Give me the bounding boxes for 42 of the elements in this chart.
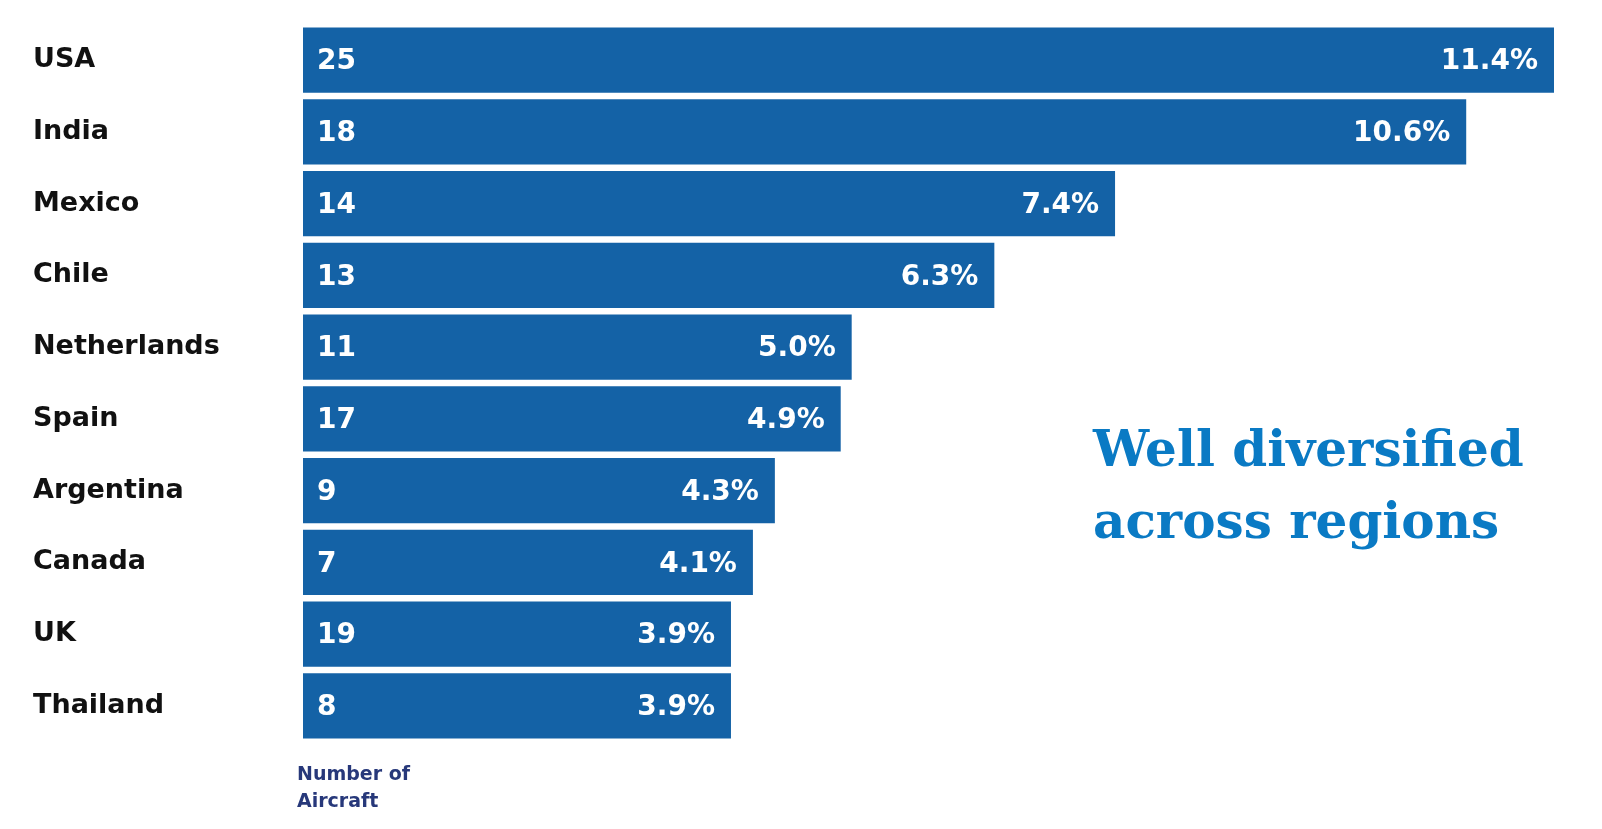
annotation: 25 — [317, 43, 356, 77]
y-tick-label: Argentina — [33, 472, 184, 504]
y-tick-label: UK — [33, 616, 77, 648]
bar — [303, 673, 731, 739]
bar — [303, 314, 852, 380]
data-label: 4.3% — [681, 473, 759, 507]
bar — [303, 386, 841, 452]
data-label: 10.6% — [1353, 115, 1451, 149]
bar — [303, 170, 1116, 237]
data-label: 5.0% — [758, 330, 836, 364]
bar — [303, 242, 995, 309]
y-tick-label: Canada — [33, 544, 147, 576]
bar — [303, 27, 1554, 93]
y-tick-label: USA — [33, 42, 96, 74]
text: Well diversified across regions — [1093, 418, 1525, 552]
annotation: 11 — [317, 330, 356, 364]
data-label: 4.9% — [747, 402, 825, 436]
annotation: 18 — [317, 115, 356, 149]
bar — [303, 99, 1467, 165]
data-label: 4.1% — [659, 545, 737, 579]
data-label: 3.9% — [637, 689, 715, 723]
annotation: 19 — [317, 617, 356, 651]
y-tick-label: Mexico — [33, 185, 140, 217]
bar — [303, 601, 731, 667]
annotation: 8 — [317, 689, 337, 723]
data-label: 6.3% — [900, 258, 979, 292]
data-label: 11.4% — [1440, 43, 1538, 77]
annotation: 9 — [317, 473, 337, 507]
annotation: 17 — [317, 402, 356, 436]
bar — [303, 529, 753, 596]
y-tick-label: Thailand — [33, 687, 165, 719]
y-tick-label: Spain — [33, 400, 119, 432]
bar — [303, 457, 775, 524]
data-label: 7.4% — [1021, 186, 1100, 220]
data-label: 3.9% — [637, 617, 715, 651]
y-tick-label: Netherlands — [33, 329, 220, 361]
y-tick-label: Chile — [33, 257, 109, 289]
annotation: Number of Aircraft — [297, 761, 412, 813]
annotation: 14 — [317, 186, 356, 220]
annotation: 7 — [317, 545, 337, 579]
annotation: 13 — [317, 258, 356, 292]
y-tick-label: India — [33, 113, 110, 145]
